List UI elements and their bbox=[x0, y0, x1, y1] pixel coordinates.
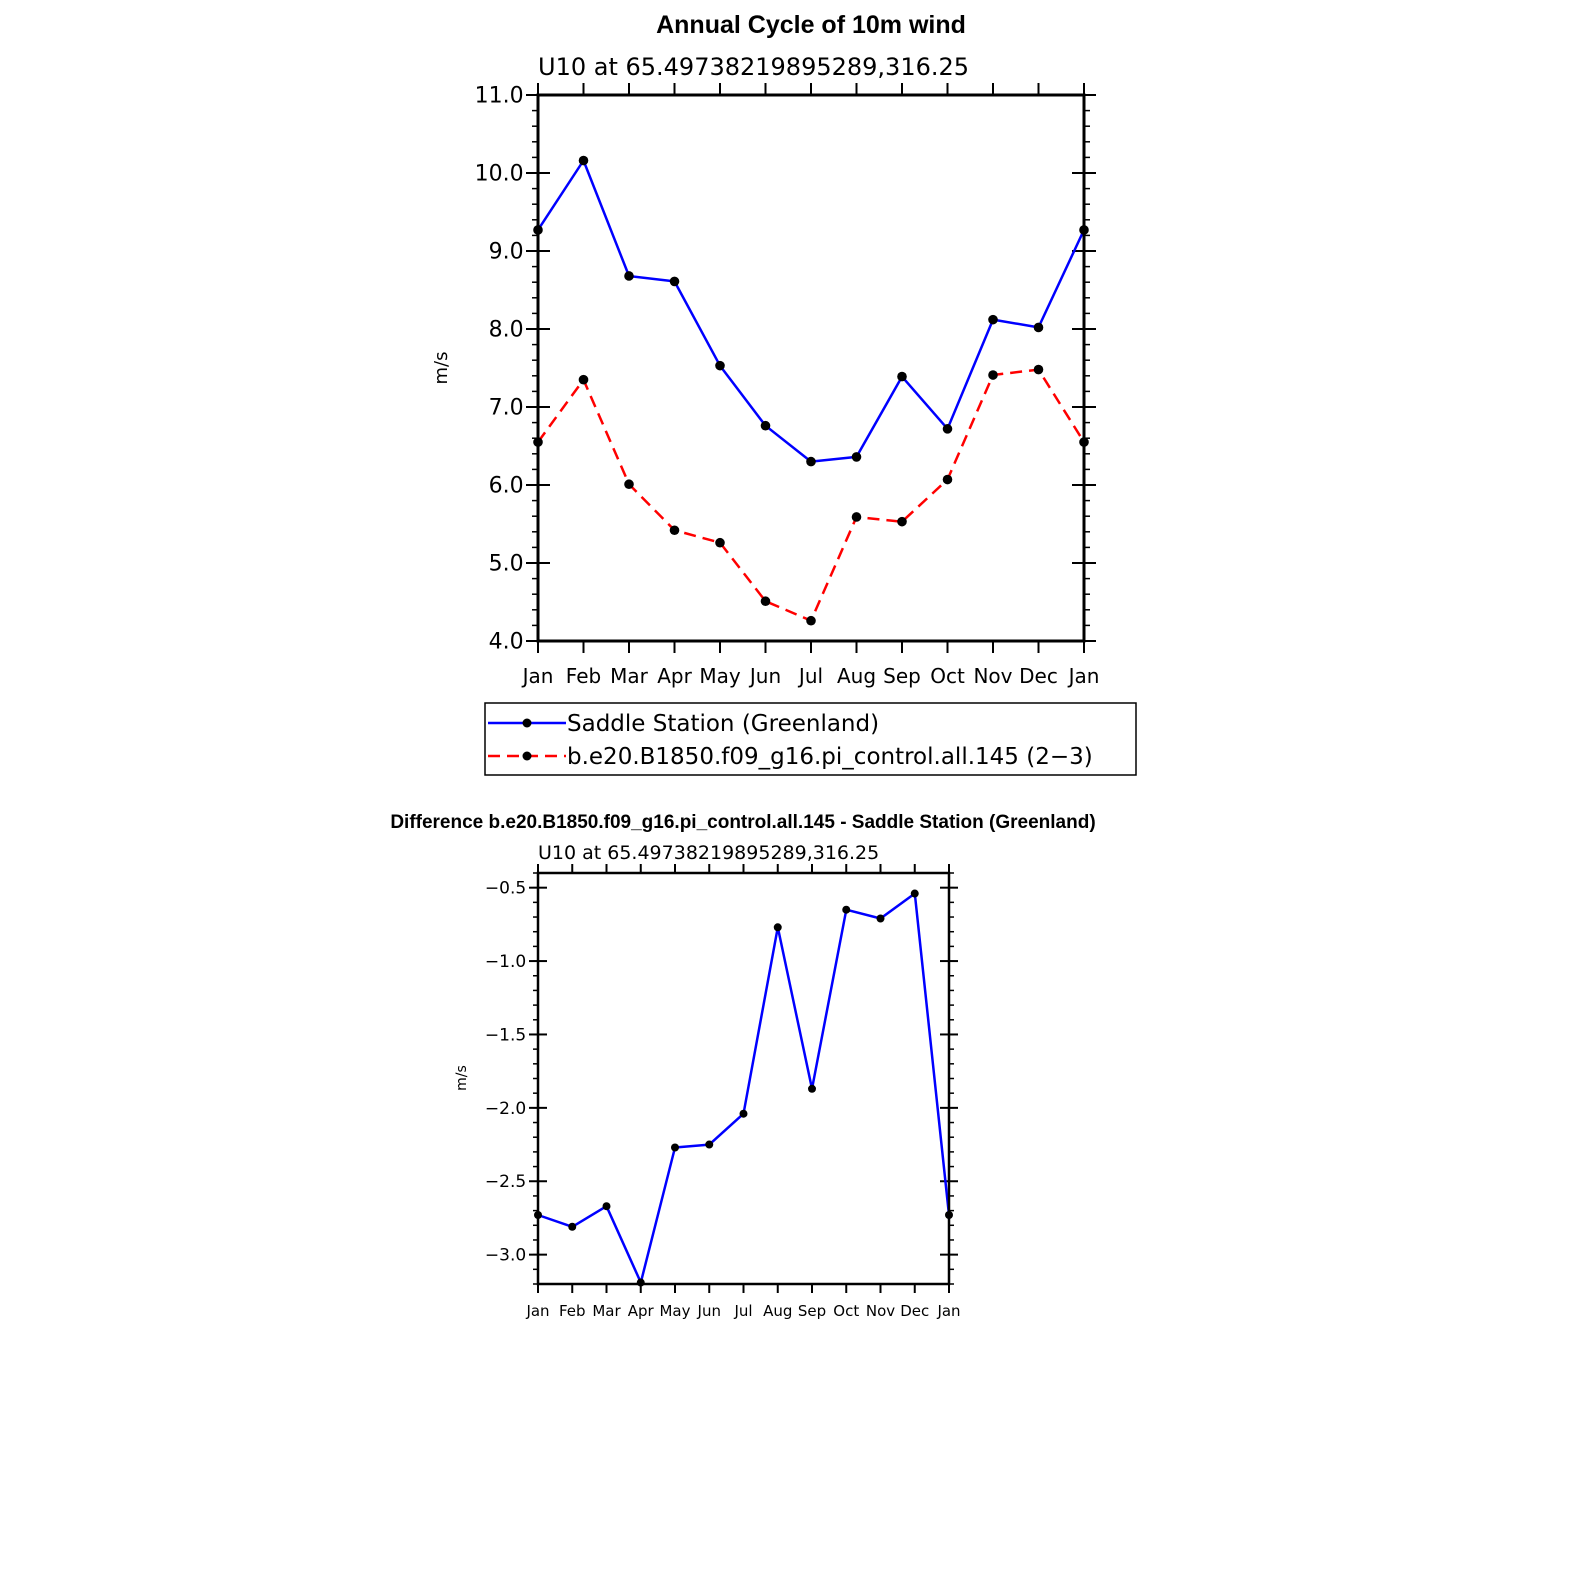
data-point bbox=[910, 889, 919, 898]
data-point bbox=[806, 456, 816, 467]
x-tick-label: Sep bbox=[798, 1302, 826, 1320]
data-point bbox=[578, 374, 589, 385]
y-axis-label: m/s bbox=[454, 1065, 470, 1091]
data-point bbox=[897, 371, 907, 382]
series-line-0 bbox=[537, 892, 951, 1284]
x-tick-label: May bbox=[659, 1302, 690, 1320]
x-tick-label: Feb bbox=[566, 664, 601, 688]
x-tick-label: Jan bbox=[936, 1302, 960, 1320]
x-tick-label: Jul bbox=[733, 1302, 752, 1320]
x-tick-label: Oct bbox=[833, 1302, 859, 1320]
chart-title: Difference b.e20.B1850.f09_g16.pi_contro… bbox=[390, 812, 1095, 833]
chart-subtitle: U10 at 65.49738219895289,316.25 bbox=[538, 53, 969, 81]
x-tick-label: Jun bbox=[697, 1302, 721, 1320]
data-point bbox=[842, 905, 851, 914]
chart-title: Annual Cycle of 10m wind bbox=[656, 11, 966, 39]
x-tick-label: Jan bbox=[521, 664, 554, 688]
x-tick-label: Dec bbox=[1019, 664, 1058, 688]
data-point bbox=[808, 1084, 816, 1093]
data-point bbox=[669, 276, 680, 287]
data-point bbox=[739, 1109, 748, 1118]
x-tick-label: Mar bbox=[610, 664, 649, 688]
y-tick-label: −3.0 bbox=[485, 1246, 526, 1266]
data-point bbox=[669, 525, 680, 536]
legend-box bbox=[484, 702, 1137, 776]
data-point bbox=[671, 1143, 679, 1152]
y-tick-label: 10.0 bbox=[475, 162, 524, 187]
data-point bbox=[578, 155, 589, 166]
legend: Saddle Station (Greenland) b.e20.B1850.f… bbox=[484, 702, 1137, 776]
axis-ticks: Jan Feb Mar Apr May Jun Jul Aug Sep Oct Nov Dec Jan 4… bbox=[475, 83, 1100, 688]
data-point bbox=[715, 537, 725, 548]
y-tick-label: 9.0 bbox=[489, 240, 524, 265]
x-tick-label: Aug bbox=[837, 664, 876, 688]
data-point bbox=[942, 424, 953, 434]
annual-cycle-chart: Annual Cycle of 10m wind U10 at 65.49738… bbox=[431, 11, 1137, 776]
data-point bbox=[602, 1202, 611, 1211]
plot-frame bbox=[536, 93, 1086, 643]
data-point bbox=[624, 271, 634, 281]
legend-label: b.e20.B1850.f09_g16.pi_control.all.145 (… bbox=[567, 744, 1093, 770]
data-point bbox=[760, 420, 771, 431]
plot-frame bbox=[536, 871, 951, 1286]
data-point bbox=[705, 1140, 714, 1149]
data-point bbox=[773, 923, 782, 932]
x-tick-label: Jun bbox=[748, 664, 781, 688]
data-point bbox=[760, 596, 771, 607]
data-point bbox=[876, 914, 885, 923]
x-tick-label: Feb bbox=[559, 1302, 586, 1320]
data-point bbox=[568, 1222, 577, 1231]
y-tick-label: 11.0 bbox=[475, 84, 524, 109]
legend-item-saddle-station: Saddle Station (Greenland) bbox=[488, 711, 879, 737]
y-tick-label: 7.0 bbox=[489, 396, 524, 421]
data-point bbox=[1033, 322, 1044, 333]
data-point bbox=[897, 516, 907, 527]
data-point bbox=[942, 474, 953, 485]
data-point bbox=[988, 370, 998, 380]
legend-swatch-marker bbox=[522, 718, 532, 728]
chart-subtitle: U10 at 65.49738219895289,316.25 bbox=[538, 842, 879, 864]
data-point bbox=[988, 314, 998, 325]
y-tick-label: 8.0 bbox=[489, 318, 524, 343]
y-tick-label: −1.5 bbox=[485, 1025, 526, 1045]
x-tick-label: May bbox=[699, 664, 741, 688]
x-tick-label: Mar bbox=[592, 1302, 621, 1320]
x-tick-label: Aug bbox=[763, 1302, 792, 1320]
x-tick-label: Jan bbox=[1067, 664, 1100, 688]
y-tick-label: 6.0 bbox=[489, 474, 524, 499]
data-point bbox=[1033, 364, 1044, 375]
y-axis-label: m/s bbox=[431, 352, 452, 385]
data-point bbox=[851, 452, 862, 462]
legend-swatch-marker bbox=[522, 751, 532, 761]
y-tick-label: 4.0 bbox=[489, 630, 524, 655]
x-tick-label: Nov bbox=[866, 1302, 895, 1320]
axis-ticks: Jan Feb Mar Apr May Jun Jul Aug Sep Oct Nov Dec Jan −… bbox=[485, 864, 961, 1320]
x-tick-label: Nov bbox=[973, 664, 1012, 688]
y-tick-label: −2.0 bbox=[485, 1099, 526, 1119]
series-lines bbox=[534, 889, 953, 1287]
data-point bbox=[624, 479, 634, 490]
x-tick-label: Sep bbox=[883, 664, 921, 688]
data-point bbox=[851, 512, 862, 522]
x-tick-label: Dec bbox=[900, 1302, 929, 1320]
x-tick-label: Apr bbox=[628, 1302, 655, 1320]
x-tick-label: Jul bbox=[797, 664, 823, 688]
series-line-1 bbox=[536, 368, 1086, 622]
x-tick-label: Apr bbox=[657, 664, 692, 688]
data-point bbox=[715, 360, 725, 371]
difference-chart: Difference b.e20.B1850.f09_g16.pi_contro… bbox=[390, 812, 1095, 1320]
y-tick-label: 5.0 bbox=[489, 552, 524, 577]
data-point bbox=[806, 615, 816, 626]
y-tick-label: −0.5 bbox=[485, 879, 526, 899]
legend-label: Saddle Station (Greenland) bbox=[567, 711, 879, 737]
y-tick-label: −1.0 bbox=[485, 952, 526, 972]
x-tick-label: Jan bbox=[525, 1302, 549, 1320]
series-line-0 bbox=[536, 159, 1086, 463]
x-tick-label: Oct bbox=[930, 664, 965, 688]
y-tick-label: −2.5 bbox=[485, 1172, 526, 1192]
series-lines bbox=[533, 155, 1089, 626]
legend-item-model-run: b.e20.B1850.f09_g16.pi_control.all.145 (… bbox=[488, 744, 1093, 770]
data-point bbox=[636, 1278, 645, 1287]
